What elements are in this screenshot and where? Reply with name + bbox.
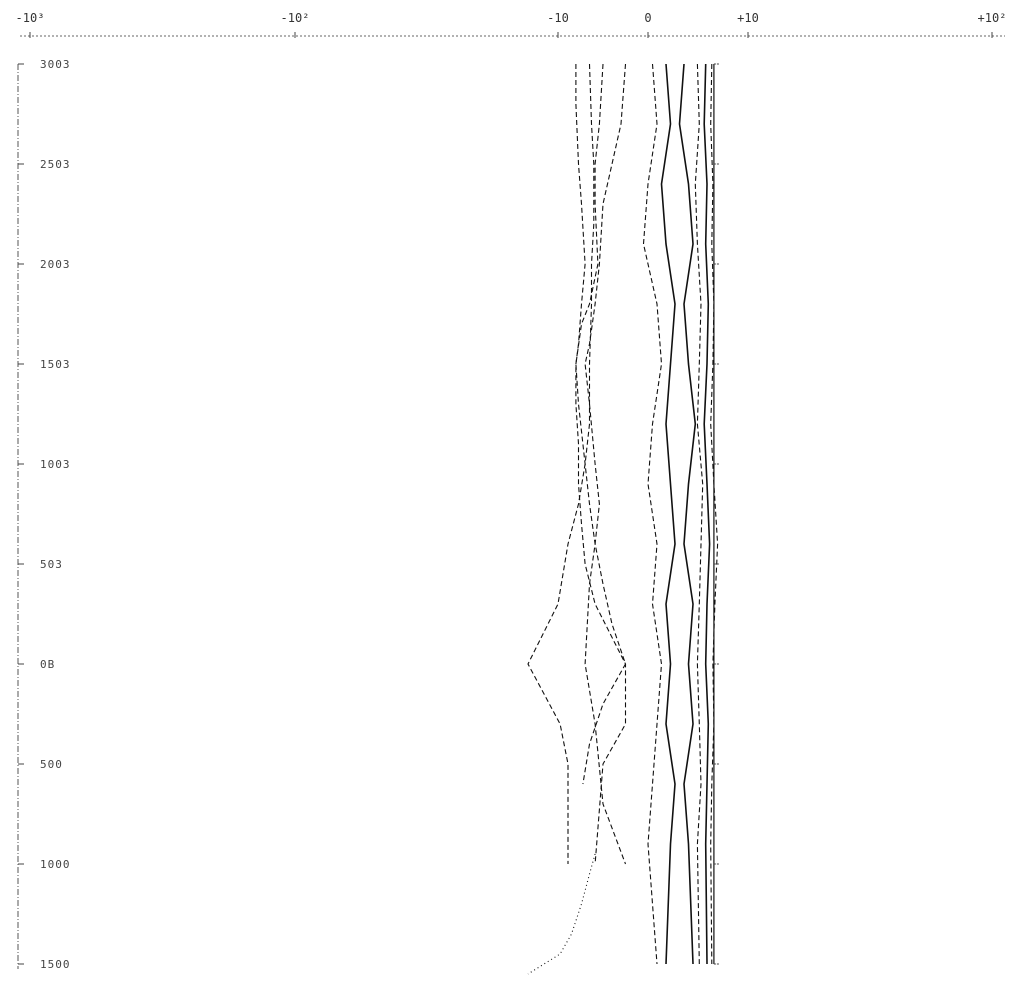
series-line-1 — [575, 64, 627, 865]
x-tick-label: -10³ — [16, 11, 45, 25]
y-tick-label: 1500 — [40, 958, 71, 971]
series-line-5 — [527, 853, 596, 975]
x-tick-label: +10 — [737, 11, 759, 25]
y-tick-label: 500 — [40, 758, 63, 771]
chart-tick-labels: -10³ -10² -10 0 +10 +10² 3003 2503 2003 1503 1003 5… — [16, 11, 1007, 971]
series-line-10 — [703, 63, 711, 965]
series-line-9 — [694, 63, 704, 965]
chart-axes — [17, 32, 1005, 969]
y-tick-label: 1000 — [40, 858, 71, 871]
chart-series — [527, 63, 719, 975]
series-line-7 — [660, 63, 676, 965]
series-line-2 — [527, 63, 595, 864]
series-line-6 — [642, 63, 663, 965]
y-tick-label: 503 — [40, 558, 63, 571]
x-tick-label: -10² — [281, 11, 310, 25]
y-tick-label: 2003 — [40, 258, 71, 271]
series-line-11 — [710, 63, 719, 965]
y-tick-label: 1003 — [40, 458, 71, 471]
x-tick-label: 0 — [644, 11, 651, 25]
y-tick-label: 3003 — [40, 58, 71, 71]
x-tick-label: +10² — [978, 11, 1007, 25]
x-tick-label: -10 — [547, 11, 569, 25]
series-line-8 — [678, 63, 697, 965]
y-tick-label: 1503 — [40, 358, 71, 371]
y-tick-label: 0B — [40, 658, 55, 671]
y-tick-label: 2503 — [40, 158, 71, 171]
series-line-4 — [584, 63, 627, 865]
